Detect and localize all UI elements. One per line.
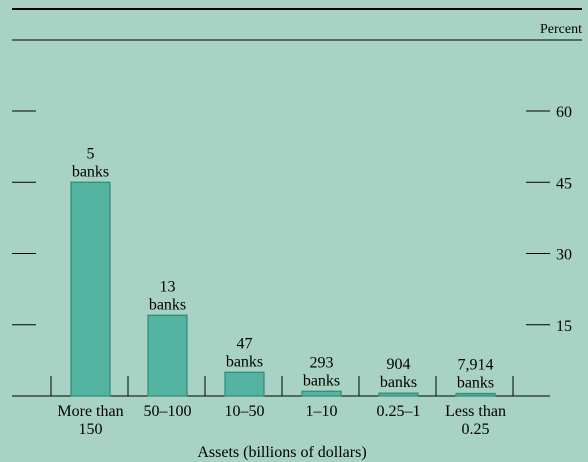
bar: [302, 391, 341, 396]
x-tick-label: 0.25–1: [377, 403, 421, 420]
bar: [225, 372, 264, 396]
bar-label-unit: banks: [226, 353, 263, 370]
bar: [71, 182, 110, 396]
x-tick-label: Less than: [445, 403, 506, 420]
y-axis-unit-label: Percent: [540, 22, 582, 37]
x-tick-label: More than: [57, 403, 123, 420]
x-axis-title: Assets (billions of dollars): [197, 444, 366, 461]
bar-label-unit: banks: [380, 374, 417, 391]
bar-label-count: 293: [310, 354, 334, 371]
bar-label-unit: banks: [72, 163, 109, 180]
y-tick-label: 15: [556, 318, 572, 335]
bar-label-count: 7,914: [458, 357, 494, 374]
bar-label-count: 5: [87, 145, 95, 162]
y-tick-label: 45: [556, 175, 572, 192]
bar: [379, 393, 418, 396]
y-tick-label: 60: [556, 104, 572, 121]
x-tick-label: 0.25: [462, 421, 490, 438]
bar-label-unit: banks: [149, 296, 186, 313]
bar-label-count: 904: [387, 356, 411, 373]
x-tick-label: 150: [79, 421, 103, 438]
bar-label-unit: banks: [303, 372, 340, 389]
x-tick-label: 50–100: [144, 403, 192, 420]
x-tick-label: 10–50: [225, 403, 265, 420]
bar-label-count: 47: [237, 335, 253, 352]
y-tick-label: 30: [556, 247, 572, 264]
bar-label-count: 13: [160, 278, 176, 295]
bar: [148, 315, 187, 396]
bar: [456, 394, 495, 397]
bar-label-unit: banks: [457, 375, 494, 392]
x-tick-label: 1–10: [306, 403, 338, 420]
